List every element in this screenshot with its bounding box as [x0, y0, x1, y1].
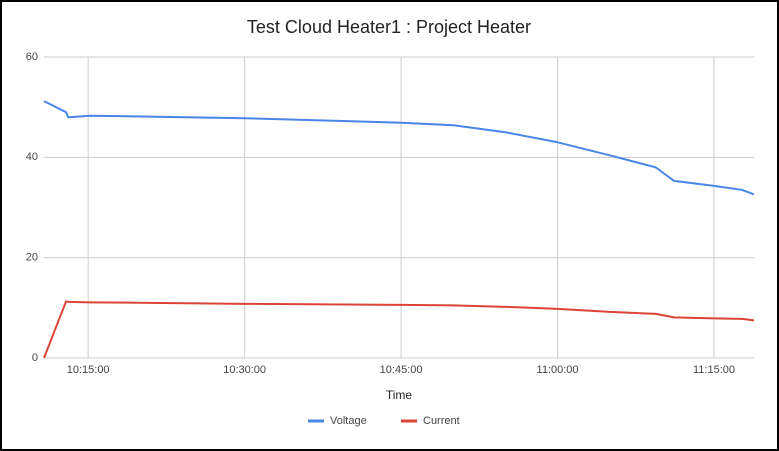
y-tick-label: 60	[26, 51, 38, 63]
series-line	[43, 300, 755, 359]
y-tick-label: 20	[26, 252, 38, 264]
x-tick-label: 10:15:00	[67, 364, 110, 376]
chart-title: Test Cloud Heater1 : Project Heater	[247, 17, 531, 37]
x-tick-label: 10:30:00	[223, 364, 266, 376]
y-tick-label: 40	[26, 151, 38, 163]
y-tick-label: 0	[32, 352, 38, 364]
x-tick-label: 11:00:00	[537, 364, 579, 376]
series-line	[43, 100, 755, 196]
x-tick-label: 11:15:00	[693, 364, 735, 376]
legend-label: Voltage	[330, 415, 367, 427]
x-axis-label: Time	[386, 388, 413, 402]
x-tick-label: 10:45:00	[380, 364, 423, 376]
legend-label: Current	[423, 415, 460, 427]
